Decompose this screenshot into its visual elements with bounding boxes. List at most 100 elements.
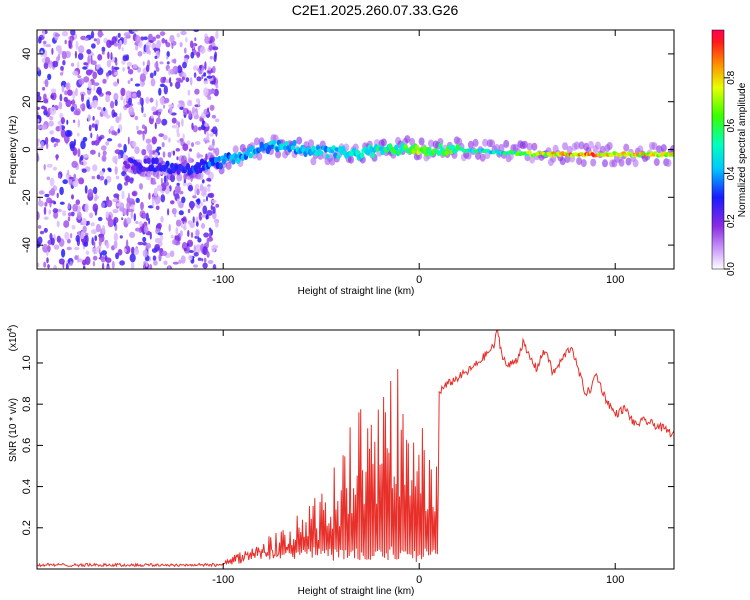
noise-blob: [154, 55, 158, 60]
noise-blob: [188, 250, 194, 253]
ridge-halo-blob: [465, 151, 472, 160]
noise-blob: [52, 208, 59, 214]
noise-blob: [171, 43, 174, 49]
noise-blob: [175, 81, 181, 89]
noise-blob: [161, 250, 168, 257]
noise-blob: [208, 144, 215, 149]
noise-blob: [202, 205, 208, 215]
noise-blob: [155, 99, 158, 108]
noise-blob: [170, 112, 177, 116]
noise-blob: [174, 185, 181, 193]
noise-blob: [189, 148, 192, 152]
noise-blob: [113, 81, 118, 87]
noise-blob: [135, 220, 139, 225]
noise-blob: [179, 106, 184, 110]
noise-blob: [169, 77, 172, 84]
noise-blob: [111, 260, 115, 269]
noise-blob: [167, 208, 170, 216]
noise-blob: [40, 141, 44, 149]
noise-blob: [126, 217, 132, 225]
noise-blob: [159, 97, 165, 103]
noise-blob: [126, 61, 133, 67]
noise-blob: [184, 247, 187, 252]
noise-blob: [196, 76, 202, 82]
noise-blob: [187, 230, 190, 237]
noise-blob: [101, 262, 105, 269]
noise-blob: [194, 88, 200, 95]
noise-blob: [44, 193, 50, 198]
noise-blob: [62, 179, 68, 185]
noise-blob: [106, 266, 111, 269]
noise-blob: [164, 97, 170, 104]
noise-blob: [168, 224, 171, 232]
noise-blob: [69, 141, 76, 149]
noise-blob: [117, 42, 122, 50]
noise-blob: [117, 143, 122, 148]
noise-blob: [60, 117, 65, 125]
noise-blob: [212, 206, 216, 214]
noise-blob: [147, 205, 154, 209]
ridge-blob: [290, 145, 296, 151]
noise-blob: [130, 112, 135, 116]
y-tick-label: 20: [21, 96, 33, 108]
noise-blob: [97, 54, 103, 61]
noise-blob: [190, 205, 194, 211]
noise-blob: [49, 130, 55, 135]
figure-title: C2E1.2025.260.07.33.G26: [292, 2, 459, 18]
noise-blob: [201, 179, 205, 184]
noise-blob: [104, 179, 108, 186]
noise-blob: [154, 122, 157, 130]
noise-blob: [179, 42, 183, 48]
noise-blob: [38, 200, 44, 207]
noise-blob: [179, 138, 184, 142]
noise-blob: [97, 216, 103, 222]
noise-blob: [195, 244, 202, 254]
noise-blob: [46, 257, 49, 264]
noise-blob: [53, 211, 59, 219]
ridge-halo-blob: [602, 159, 608, 168]
noise-blob: [178, 64, 182, 71]
noise-blob: [37, 67, 41, 72]
noise-blob: [135, 45, 139, 51]
ridge-blob: [141, 166, 147, 172]
noise-blob: [61, 51, 67, 60]
noise-blob: [208, 89, 216, 95]
noise-blob: [166, 61, 170, 65]
noise-blob: [148, 217, 151, 225]
noise-blob: [172, 150, 175, 156]
noise-blob: [156, 222, 162, 229]
y-tick-label: 0.8: [21, 397, 33, 412]
noise-blob: [105, 141, 110, 146]
noise-blob: [62, 60, 66, 66]
noise-blob: [176, 120, 179, 126]
noise-blob: [106, 199, 113, 208]
ridge-halo-blob: [576, 157, 583, 166]
noise-blob: [67, 169, 70, 177]
noise-blob: [141, 124, 146, 129]
noise-blob: [114, 99, 118, 107]
y-tick-label: 0.2: [21, 520, 33, 535]
noise-blob: [172, 66, 175, 75]
snr-plot-area: [37, 330, 674, 568]
ridge-halo-blob: [559, 157, 566, 166]
ridge-blob: [444, 150, 449, 156]
ridge-halo-blob: [232, 145, 239, 154]
noise-blob: [68, 40, 72, 49]
noise-blob: [197, 154, 204, 158]
colorbar-label: Normalized spectral amplitude: [737, 82, 748, 217]
ridge-blob: [235, 157, 241, 164]
noise-blob: [123, 181, 129, 186]
noise-blob: [141, 81, 145, 86]
noise-blob: [157, 113, 161, 118]
noise-blob: [77, 61, 80, 70]
noise-blob: [142, 132, 145, 141]
snr-frame: [36, 329, 675, 570]
noise-blob: [134, 83, 141, 87]
ridge-blob: [196, 162, 202, 170]
noise-blob: [73, 173, 77, 180]
noise-blob: [85, 250, 90, 256]
noise-blob: [71, 62, 75, 67]
ridge-blob: [154, 157, 159, 165]
noise-blob: [77, 52, 84, 61]
ridge-blob: [336, 154, 341, 159]
